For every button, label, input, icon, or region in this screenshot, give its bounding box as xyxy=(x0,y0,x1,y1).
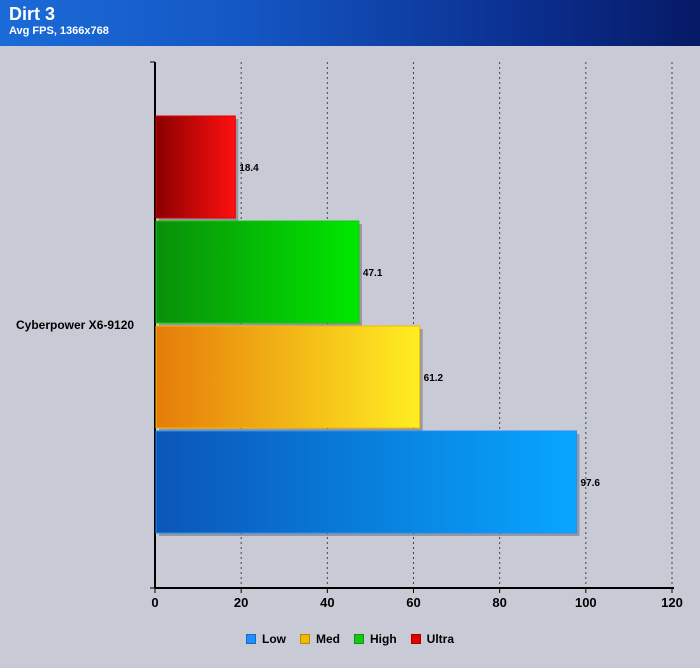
bar-low xyxy=(155,430,577,534)
legend-swatch xyxy=(410,634,421,644)
legend-swatch xyxy=(299,634,310,644)
x-tick-label: 120 xyxy=(661,595,683,610)
bar-med xyxy=(155,325,421,429)
data-label-low: 97.6 xyxy=(580,478,600,489)
x-tick-label: 60 xyxy=(406,595,420,610)
axes xyxy=(150,61,674,593)
legend-label: Low xyxy=(261,632,286,646)
chart-subtitle: Avg FPS, 1366x768 xyxy=(9,25,109,37)
data-label-ultra: 18.4 xyxy=(239,163,259,174)
legend-swatch xyxy=(353,634,364,644)
data-label-med: 61.2 xyxy=(424,373,444,384)
legend: Low Med High Ultra xyxy=(0,628,700,650)
bars xyxy=(155,115,580,536)
legend-item-high: High xyxy=(353,632,397,646)
legend-item-med: Med xyxy=(299,632,340,646)
legend-label: Med xyxy=(315,632,340,646)
x-tick-label: 40 xyxy=(320,595,334,610)
data-label-high: 47.1 xyxy=(363,268,383,279)
x-tick-label: 0 xyxy=(151,595,158,610)
x-tick-label: 80 xyxy=(492,595,506,610)
legend-label: Ultra xyxy=(426,632,454,646)
x-tick-label: 20 xyxy=(234,595,248,610)
legend-item-low: Low xyxy=(245,632,286,646)
legend-item-ultra: Ultra xyxy=(410,632,454,646)
x-tick-label: 100 xyxy=(575,595,597,610)
bar-ultra xyxy=(155,115,236,219)
legend-swatch xyxy=(245,634,256,644)
chart-title: Dirt 3 xyxy=(9,4,56,24)
labels: 0 20 40 60 80 100 120 18.4 47.1 61.2 97.6 Cyberpowe… xyxy=(16,163,683,610)
bar-high xyxy=(155,220,360,324)
legend-label: High xyxy=(369,632,397,646)
category-label: Cyberpower X6-9120 xyxy=(16,318,134,332)
chart-header: Dirt 3 Avg FPS, 1366x768 xyxy=(0,0,700,46)
